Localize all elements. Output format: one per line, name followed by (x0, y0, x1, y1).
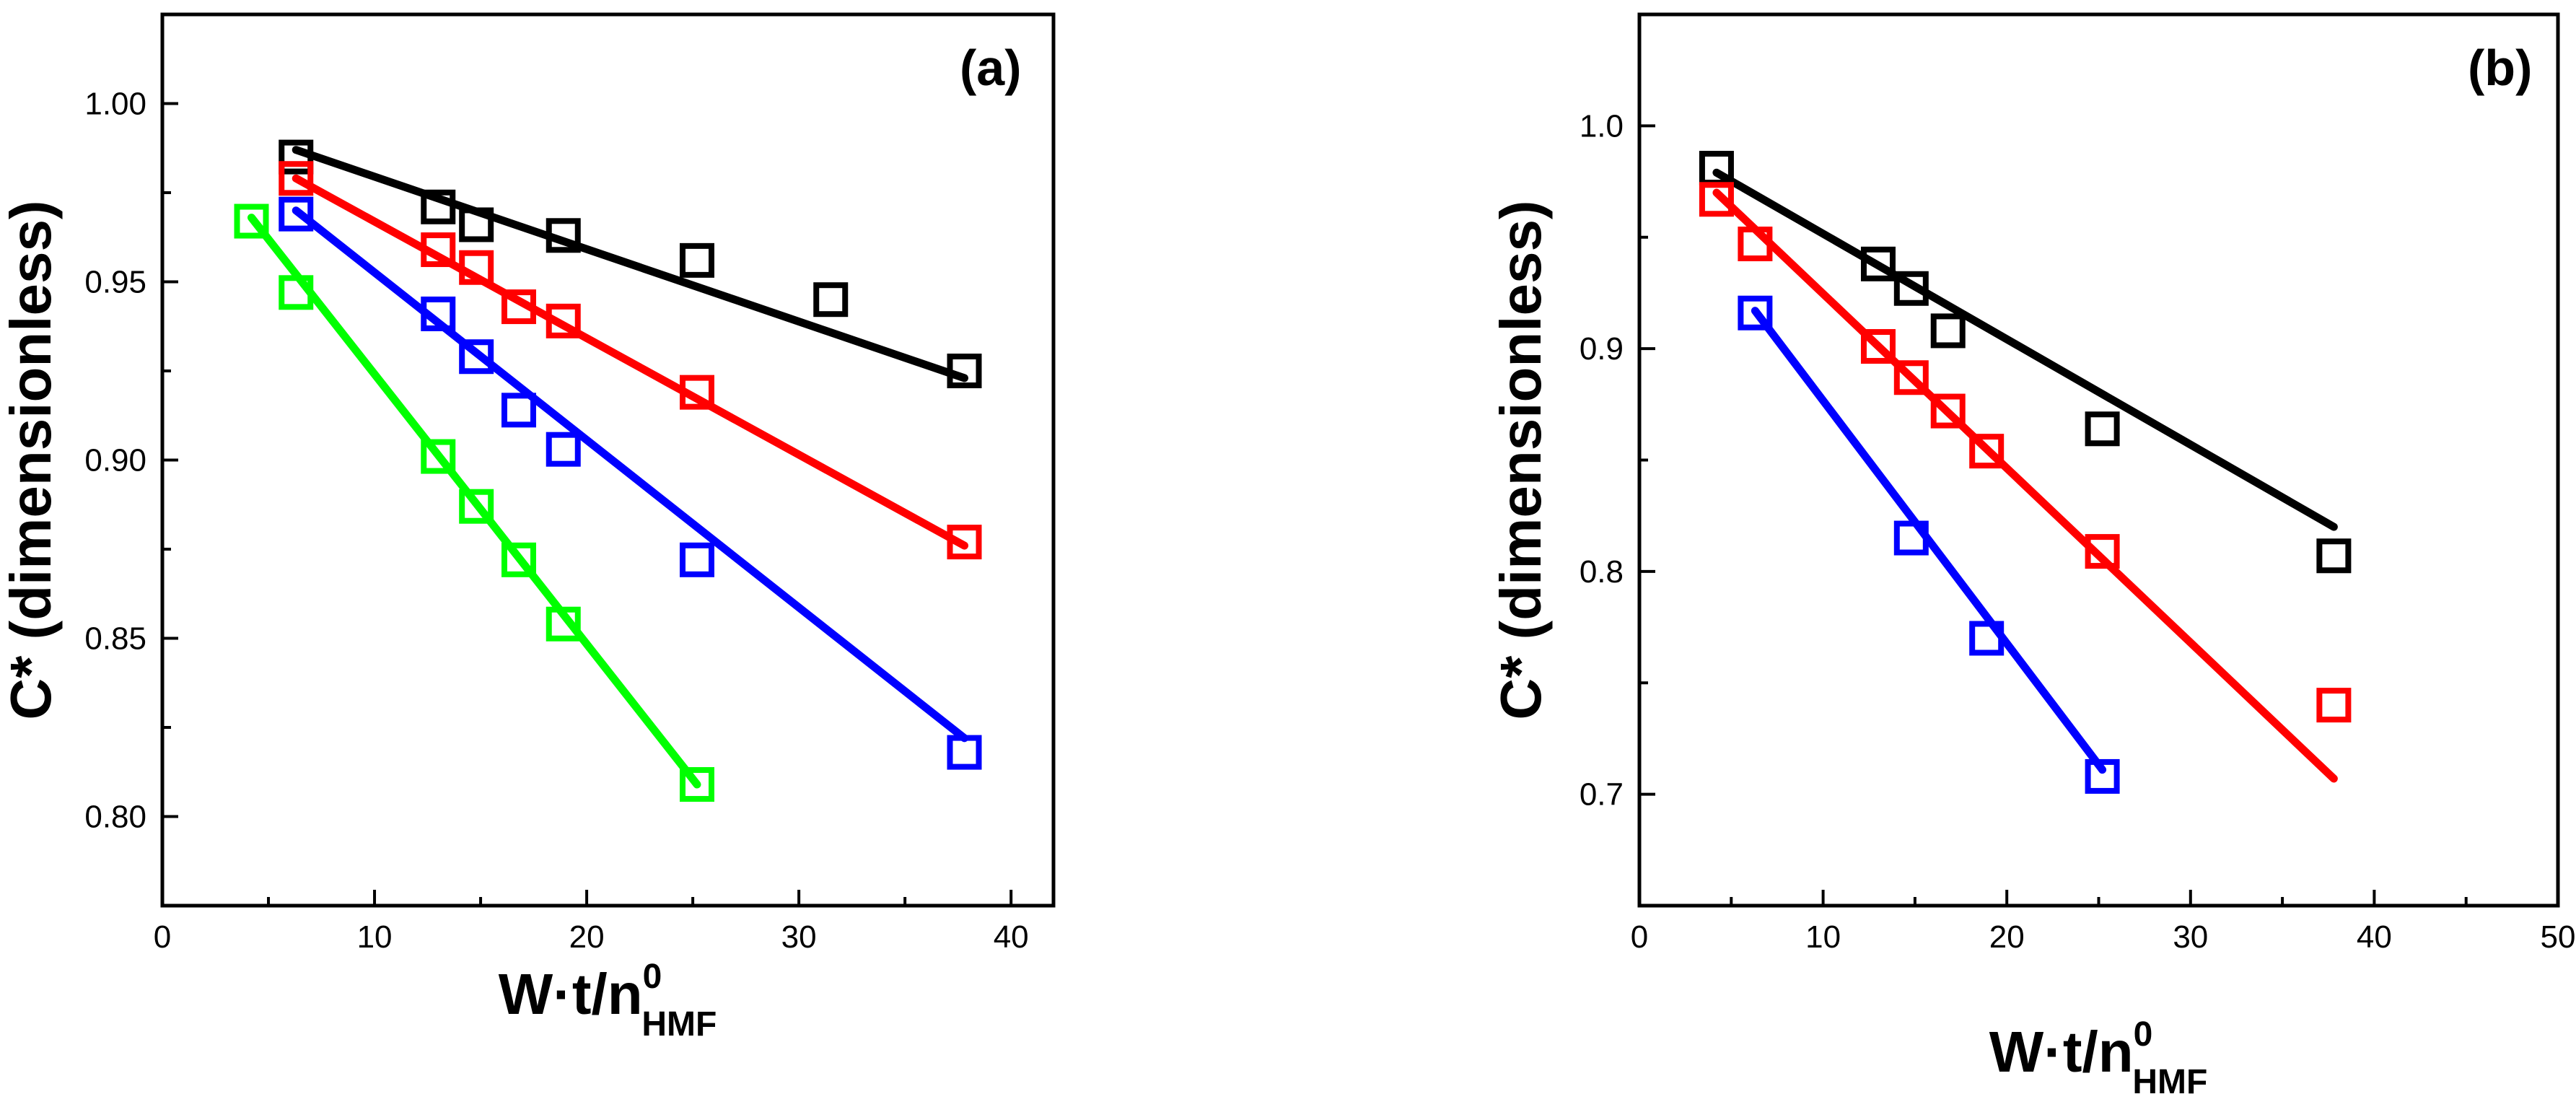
x-tick-label-a: 20 (569, 919, 605, 955)
data-point-red-b (1969, 434, 2005, 469)
data-point-blue-b (1893, 520, 1929, 556)
data-point-blue-a (501, 393, 536, 428)
fit-line-red-b (1712, 188, 2338, 783)
data-point-red-b (2085, 534, 2120, 569)
y-tick-label-a: 1.00 (84, 87, 146, 122)
x-axis-title-sup-b: 0 (2134, 1015, 2153, 1054)
data-point-red-b (1699, 182, 1734, 217)
x-axis-title-sub-b: HMF (2132, 1063, 2207, 1094)
data-point-black-a (459, 207, 494, 242)
data-point-blue-a (680, 542, 714, 577)
data-point-green-a (421, 439, 456, 474)
data-point-red-b (2316, 688, 2352, 723)
data-point-green-a (459, 489, 494, 524)
data-point-black-a (680, 242, 714, 278)
y-tick-label-a: 0.95 (84, 265, 146, 300)
y-tick-label-a: 0.90 (84, 443, 146, 478)
x-tick-label-b: 30 (2173, 919, 2208, 955)
data-point-green-a (501, 542, 536, 577)
data-point-red-a (459, 250, 494, 285)
y-axis-title-b: C* (dimensionless) (1489, 200, 1553, 719)
x-tick-label-a: 40 (994, 919, 1029, 955)
data-point-red-a (947, 525, 982, 560)
x-axis-title-main-a: W·t/n (499, 962, 643, 1026)
x-tick-label-b: 50 (2541, 919, 2576, 955)
data-point-black-b (2316, 538, 2352, 574)
data-point-red-b (1930, 393, 1966, 429)
fit-line-black-a (292, 146, 968, 382)
x-tick-label-b: 10 (1805, 919, 1841, 955)
data-point-blue-a (546, 432, 581, 467)
data-point-blue-a (279, 196, 314, 232)
y-tick-label-b: 1.0 (1580, 108, 1624, 144)
data-point-blue-a (459, 339, 494, 375)
data-point-black-a (279, 139, 314, 175)
panel-b: 0 10 20 30 40 50 0.7 0.8 0.9 1.0 (b) C* (dimensionl… (1489, 12, 2576, 1094)
data-point-red-a (680, 375, 714, 410)
panel-label-a: (a) (960, 40, 1022, 96)
data-point-green-a (234, 204, 269, 239)
data-point-black-b (2085, 411, 2120, 447)
data-point-blue-a (947, 735, 982, 770)
data-point-black-b (1930, 313, 1966, 349)
y-tick-label-b: 0.7 (1580, 777, 1624, 813)
data-point-blue-b (1969, 621, 2005, 656)
data-point-red-a (501, 289, 536, 325)
data-point-black-b (1860, 246, 1896, 281)
data-point-red-a (279, 161, 314, 196)
data-point-black-a (813, 282, 849, 318)
y-tick-label-b: 0.8 (1580, 554, 1624, 590)
fit-line-black-b (1712, 168, 2338, 531)
data-point-black-b (1893, 271, 1929, 306)
data-point-black-a (421, 189, 456, 224)
x-tick-label-b: 20 (1989, 919, 2025, 955)
y-tick-label-b: 0.9 (1580, 331, 1624, 367)
x-tick-label-a: 0 (154, 919, 171, 955)
data-point-blue-b (1738, 295, 1773, 331)
x-tick-label-b: 40 (2357, 919, 2392, 955)
data-point-red-b (1860, 329, 1896, 364)
panel-a: 0 10 20 30 40 0.80 0.85 0.90 0.95 1.00 (a) C* (dime… (0, 12, 1056, 1043)
y-axis-title-a: C* (dimensionless) (0, 200, 63, 719)
x-tick-label-b: 0 (1631, 919, 1648, 955)
plot-frame-b (1637, 12, 2560, 908)
panel-label-b: (b) (2468, 40, 2532, 96)
y-tick-label-a: 0.80 (84, 800, 146, 835)
y-tick-label-a: 0.85 (84, 621, 146, 657)
x-axis-title-sub-a: HMF (641, 1005, 717, 1043)
x-axis-title-main-b: W·t/n (1989, 1020, 2134, 1084)
fit-line-red-a (292, 174, 968, 550)
data-point-green-a (279, 275, 314, 310)
x-axis-title-a: W·t/n0 HMF (499, 958, 717, 1043)
data-point-green-a (680, 767, 714, 802)
fit-line-green-a (247, 214, 701, 789)
fit-line-blue-b (1751, 307, 2107, 774)
data-point-red-b (1893, 360, 1929, 395)
x-axis-title-b: W·t/n0 HMF (1989, 1015, 2208, 1094)
x-axis-title-sup-a: 0 (643, 958, 662, 996)
x-tick-label-a: 10 (357, 919, 393, 955)
data-point-red-a (546, 303, 581, 338)
data-point-blue-a (421, 296, 456, 331)
data-point-red-a (421, 232, 456, 268)
data-point-red-b (1738, 227, 1773, 262)
fit-line-blue-a (292, 206, 968, 743)
data-point-black-a (546, 218, 581, 253)
data-point-green-a (546, 606, 581, 642)
x-tick-label-a: 30 (781, 919, 817, 955)
data-point-blue-b (2085, 758, 2120, 794)
data-point-black-a (947, 354, 982, 388)
